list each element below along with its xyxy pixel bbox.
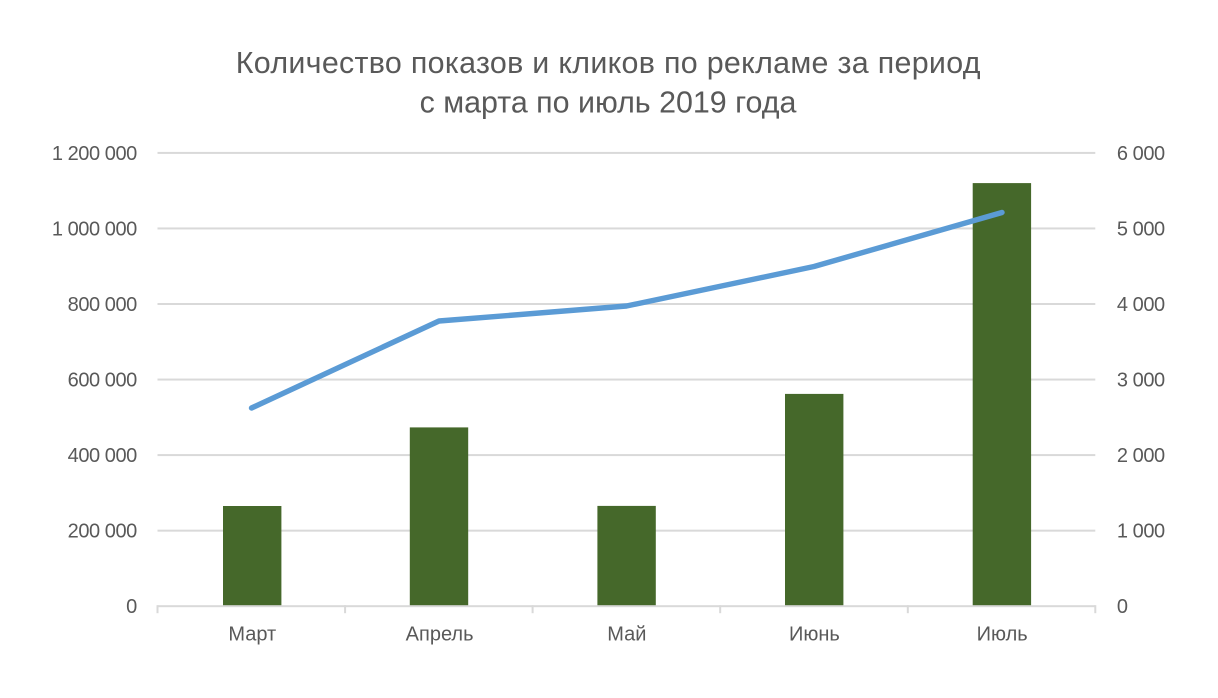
- svg-text:1 000: 1 000: [1117, 521, 1165, 543]
- svg-text:2 000: 2 000: [1117, 445, 1165, 467]
- svg-text:Количество показов и кликов по: Количество показов и кликов по рекламе з…: [236, 46, 981, 80]
- svg-text:0: 0: [1117, 596, 1128, 618]
- svg-text:1 200 000: 1 200 000: [52, 143, 137, 165]
- svg-text:4 000: 4 000: [1117, 294, 1165, 316]
- svg-text:1 000 000: 1 000 000: [52, 218, 137, 240]
- svg-text:Март: Март: [228, 623, 276, 645]
- svg-text:5 000: 5 000: [1117, 218, 1165, 240]
- svg-text:400 000: 400 000: [68, 445, 137, 467]
- svg-text:Апрель: Апрель: [406, 623, 474, 645]
- svg-text:800 000: 800 000: [68, 294, 137, 316]
- svg-text:Июль: Июль: [977, 623, 1028, 645]
- svg-text:3 000: 3 000: [1117, 369, 1165, 391]
- svg-text:Май: Май: [607, 623, 646, 645]
- svg-text:600 000: 600 000: [68, 369, 137, 391]
- svg-text:0: 0: [126, 596, 137, 618]
- svg-text:200 000: 200 000: [68, 521, 137, 543]
- svg-text:6 000: 6 000: [1117, 143, 1165, 165]
- svg-text:Июнь: Июнь: [789, 623, 840, 645]
- svg-text:с марта по июль 2019 года: с марта по июль 2019 года: [420, 86, 797, 120]
